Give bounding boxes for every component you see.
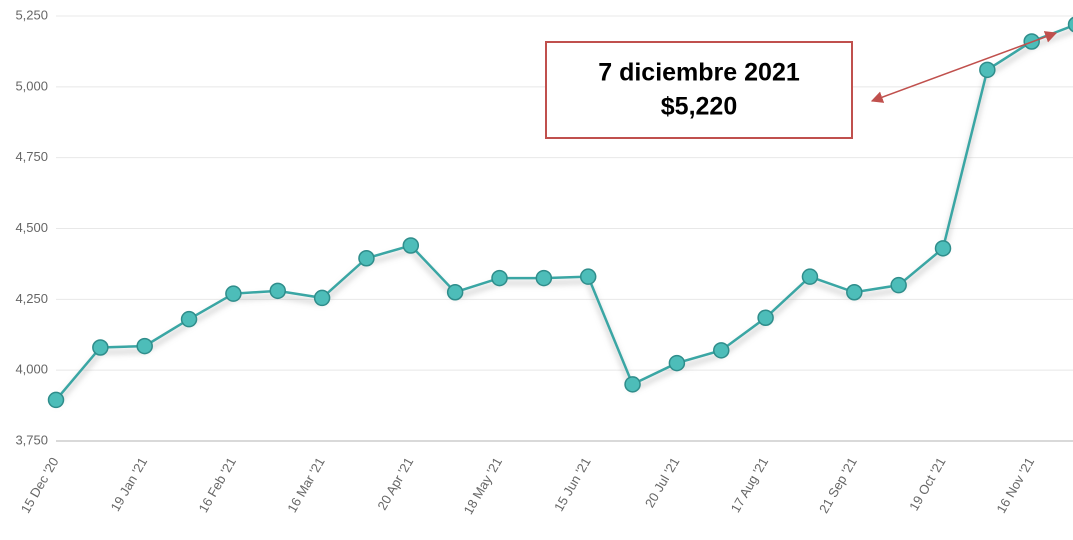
y-tick-label: 5,250 <box>15 7 48 22</box>
point <box>92 339 109 356</box>
point <box>713 342 730 359</box>
point <box>225 285 242 302</box>
point <box>668 354 686 372</box>
point <box>446 284 464 301</box>
x-tick-label: 16 Nov '21 <box>993 455 1037 516</box>
x-tick-label: 20 Apr '21 <box>374 455 416 513</box>
point <box>136 337 153 355</box>
x-tick-label: 21 Sep '21 <box>816 455 860 516</box>
point <box>491 269 508 287</box>
point <box>846 284 863 301</box>
x-tick-label: 15 Dec '20 <box>18 455 62 516</box>
x-tick-label: 19 Jan '21 <box>107 455 150 514</box>
point <box>180 310 198 328</box>
annotation-box <box>545 41 853 139</box>
point <box>313 289 331 307</box>
point <box>47 391 65 409</box>
x-tick-label: 19 Oct '21 <box>906 455 948 513</box>
y-tick-label: 4,500 <box>15 220 48 235</box>
annotation-value: $5,220 <box>661 93 737 121</box>
point <box>535 269 553 287</box>
point <box>934 240 952 257</box>
point <box>579 268 597 285</box>
point <box>269 282 286 300</box>
annotation-date: 7 diciembre 2021 <box>598 59 800 87</box>
y-tick-label: 4,000 <box>15 362 48 377</box>
y-tick-label: 4,750 <box>15 149 48 164</box>
point <box>979 61 996 79</box>
point <box>890 276 907 294</box>
x-tick-label: 16 Mar '21 <box>284 455 327 515</box>
point <box>757 309 774 326</box>
grid: 3,750 4,000 4,250 4,500 4,750 5,000 5,250 15 De… <box>15 7 1073 517</box>
point <box>801 268 819 285</box>
x-tick-label: 18 May '21 <box>460 455 505 517</box>
x-tick-label: 20 Jul '21 <box>642 455 683 510</box>
annotation-arrow <box>870 31 1058 103</box>
point <box>1067 16 1073 33</box>
point <box>358 250 375 267</box>
line <box>55 24 1073 401</box>
x-tick-label: 16 Feb '21 <box>195 455 239 515</box>
y-tick-label: 4,250 <box>15 291 48 306</box>
y-tick-label: 5,000 <box>15 78 48 93</box>
x-tick-label: 15 Jun '21 <box>551 455 594 514</box>
x-tick-label: 17 Aug '21 <box>728 455 772 515</box>
point <box>402 237 420 254</box>
y-tick-label: 3,750 <box>15 432 48 447</box>
point <box>624 376 641 393</box>
